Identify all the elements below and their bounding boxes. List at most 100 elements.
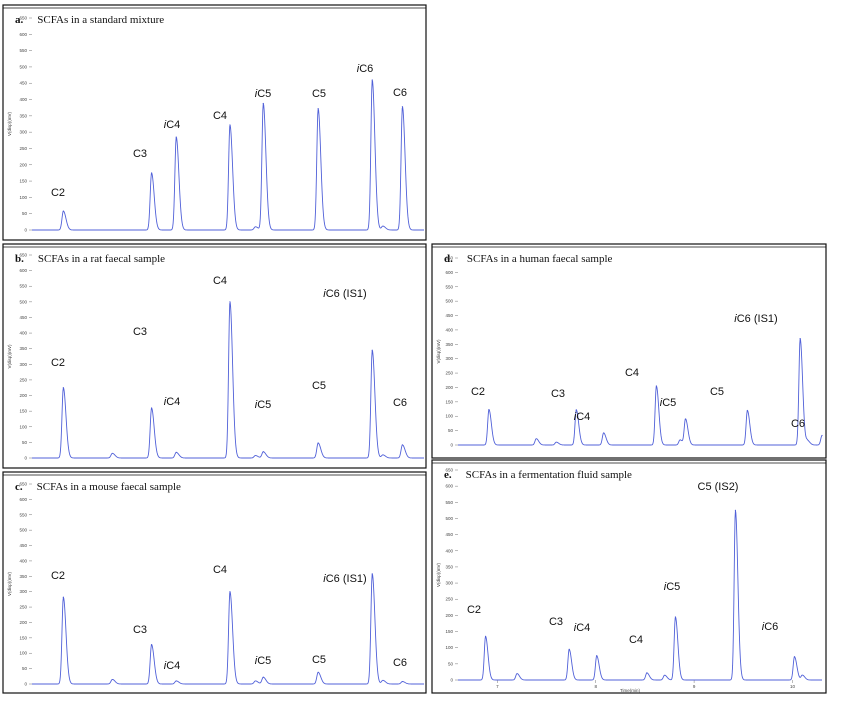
panel-b-ytick-label: 150 [19, 409, 27, 414]
panel-e-xlabel: Time(min) [620, 688, 641, 693]
panel-d-ytick-label: 400 [445, 327, 453, 332]
panel-d-trace [457, 338, 823, 446]
panel-e-peak-c5-is2 [734, 509, 737, 511]
panel-b-peak-label-ic6-is1: iC6 (IS1) [323, 288, 366, 300]
panel-a-ytick-label: 150 [19, 179, 27, 184]
panel-c-ytick-label: 250 [19, 605, 27, 610]
panel-b-ytick-label: 550 [19, 284, 27, 289]
panel-a-ytick-label: 500 [19, 64, 27, 69]
panel-c-peak-label-c3: C3 [133, 624, 147, 636]
panel-b-ytick-label: 350 [19, 346, 27, 351]
panel-c-ytick-label: 150 [19, 635, 27, 640]
panel-e-ytick-label: 600 [445, 484, 453, 489]
panel-c-trace [31, 573, 425, 685]
panel-b-peak-ic5 [262, 451, 264, 453]
panel-b-peak-label-c2: C2 [51, 357, 65, 369]
panel-e-ytick-label: 350 [445, 564, 453, 569]
panel-d-letter: d. [444, 253, 453, 265]
panel-c-peak-label-c5: C5 [312, 654, 326, 666]
panel-e-title-text: SCFAs in a fermentation fluid sample [466, 469, 632, 481]
panel-c-peak-ic5 [262, 676, 264, 678]
panel-e-ytick-label: 450 [445, 532, 453, 537]
panel-b-ytick-label: 100 [19, 424, 27, 429]
panel-b-peak-ic6-is1 [371, 349, 373, 351]
panel-a-title: a. SCFAs in a standard mixture [15, 14, 164, 26]
panel-e-ytick-label: 300 [445, 581, 453, 586]
panel-c-peak-label-ic5: iC5 [255, 655, 272, 667]
panel-a-ytick-label: 300 [19, 130, 27, 135]
panel-d-ytick-label: 250 [445, 371, 453, 376]
panel-d-ytick-label: 550 [445, 284, 453, 289]
panel-d-peak-label-c4: C4 [625, 367, 639, 379]
panel-e-xtick-label: 9 [693, 684, 696, 689]
panel-e-peak-label-c3: C3 [549, 616, 563, 628]
panel-d-title-text: SCFAs in a human faecal sample [467, 253, 613, 265]
panel-a-ylabel: V(disp)(mV) [7, 112, 12, 137]
panel-a-title-text: SCFAs in a standard mixture [37, 14, 164, 26]
panel-d-peak-ic4 [603, 432, 605, 434]
panel-c-peak-c4 [229, 591, 231, 593]
panel-e-ytick-label: 400 [445, 548, 453, 553]
panel-e-ytick-label: 0 [450, 678, 453, 683]
panel-c-peak-c2 [62, 596, 64, 598]
panel-e-peak-ic4 [596, 655, 598, 657]
panel-e-peak-ic5 [674, 616, 677, 618]
panel-d-ytick-label: 300 [445, 356, 453, 361]
panel-d-peak-c5 [746, 409, 748, 412]
panel-d-ytick-label: 150 [445, 399, 453, 404]
panel-b-peak-c3 [150, 407, 153, 409]
panel-c-ytick-label: 350 [19, 574, 27, 579]
panel-e-trace [457, 509, 823, 681]
panel-d-peak-c4 [655, 385, 657, 387]
panel-a: a. SCFAs in a standard mixture 0 50 100 150 20… [2, 4, 427, 241]
panel-c-peak-label-c2: C2 [51, 570, 65, 582]
panel-a-peak-label-c5: C5 [312, 88, 326, 100]
panel-b-frame [2, 243, 427, 469]
panel-b-peak-label-c5: C5 [312, 380, 326, 392]
panel-b-peak-label-c4: C4 [213, 275, 227, 287]
panel-b-peak-label-ic5: iC5 [255, 399, 272, 411]
panel-d-peak-label-c5: C5 [710, 386, 724, 398]
panel-e-letter: e. [444, 469, 452, 481]
panel-e-ytick-label: 100 [445, 645, 453, 650]
panel-b-peak-c4 [229, 301, 231, 303]
panel-a-peak-label-c2: C2 [51, 187, 65, 199]
panel-b-ytick-label: 500 [19, 299, 27, 304]
panel-b-trace [31, 301, 425, 459]
panel-d-ytick-label: 650 [445, 256, 453, 261]
panel-c: c. SCFAs in a mouse faecal sample 0 50 100 15… [2, 471, 427, 694]
panel-a-peak-ic4 [175, 136, 177, 138]
panel-d-peak-label-c3: C3 [551, 388, 565, 400]
panel-b-peak-label-ic4: iC4 [164, 396, 181, 408]
panel-d-peak-label-c6: C6 [791, 418, 805, 430]
panel-e-peak-label-ic5: iC5 [664, 581, 681, 593]
panel-c-peak-label-ic4: iC4 [164, 660, 181, 672]
panel-e-peak-label-ic6: iC6 [762, 621, 779, 633]
panel-a-peak-c4 [229, 124, 231, 126]
panel-a-peak-label-c6: C6 [393, 87, 407, 99]
panel-a-peak-c2 [62, 210, 64, 212]
panel-e-peak-label-c5-is2: C5 (IS2) [698, 481, 739, 493]
panel-d-peak-label-ic6-is1: iC6 (IS1) [734, 313, 777, 325]
panel-d-ytick-label: 350 [445, 342, 453, 347]
panel-a-ytick-label: 350 [19, 113, 27, 118]
panel-c-ytick-label: 50 [22, 666, 28, 671]
panel-d-peak-ic5 [684, 418, 687, 420]
panel-e-title: e. SCFAs in a fermentation fluid sample [444, 469, 632, 481]
panel-a-peak-ic5 [262, 102, 264, 105]
panel-c-peak-c6 [401, 680, 404, 683]
panel-a-ytick-label: 200 [19, 162, 27, 167]
panel-b-peak-c5 [317, 442, 319, 444]
panel-c-ytick-label: 100 [19, 651, 27, 656]
panel-c-ytick-label: 550 [19, 512, 27, 517]
panel-d-ytick-label: 50 [448, 428, 454, 433]
panel-a-peak-c5 [317, 108, 319, 110]
panel-c-peak-label-ic6-is1: iC6 (IS1) [323, 573, 366, 585]
panel-b-ylabel: V(disp)(mV) [7, 344, 12, 369]
panel-e-xtick-label: 7 [496, 684, 499, 689]
panel-b-peak-label-c3: C3 [133, 326, 147, 338]
panel-e-peak-c3 [568, 648, 570, 650]
panel-c-title: c. SCFAs in a mouse faecal sample [15, 481, 181, 493]
panel-d-ylabel: V(disp)(mV) [436, 339, 441, 364]
panel-a-peak-c3 [150, 172, 153, 174]
